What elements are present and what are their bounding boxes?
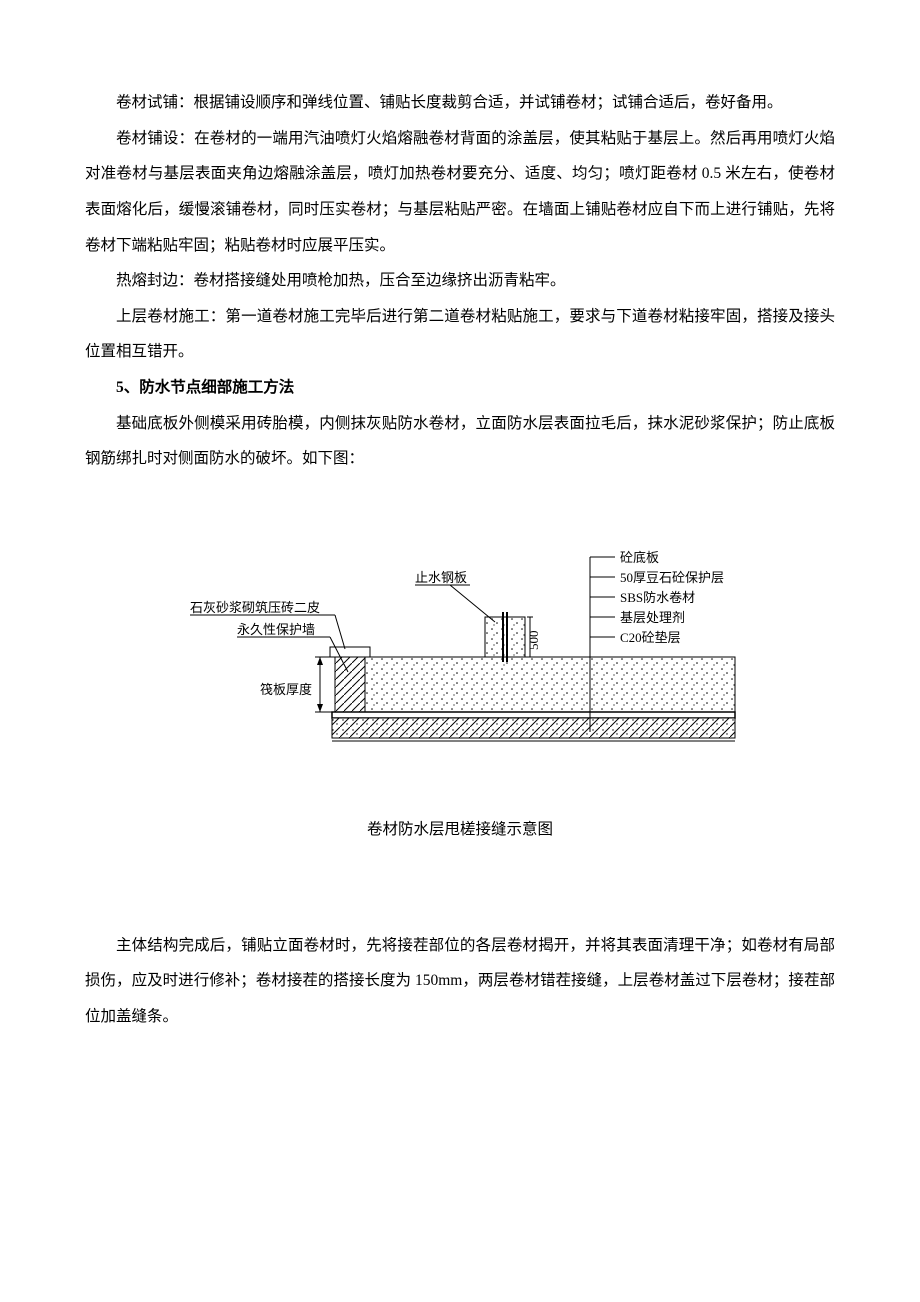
dimension-500-label: 500 xyxy=(526,631,541,651)
bedding-layer-shape xyxy=(332,718,735,738)
label-raft-thickness: 筏板厚度 xyxy=(260,682,312,697)
label-layer-5: C20砼垫层 xyxy=(620,630,681,645)
waterstop-plate-shape xyxy=(485,617,525,657)
label-permanent-wall: 永久性保护墙 xyxy=(237,622,315,637)
waterproof-joint-diagram: 500 止水钢板 石灰砂浆砌筑压砖二皮 永久性保护墙 筏板厚度 砼底板 50厚豆… xyxy=(160,527,760,787)
sbs-layer-shape xyxy=(332,712,735,718)
paragraph-main-structure: 主体结构完成后，铺贴立面卷材时，先将接茬部位的各层卷材揭开，并将其表面清理干净；… xyxy=(85,928,835,1035)
paragraph-hot-melt-sealing: 热熔封边：卷材搭接缝处用喷枪加热，压合至边缘挤出沥青粘牢。 xyxy=(85,263,835,299)
label-layer-4: 基层处理剂 xyxy=(620,610,685,625)
paragraph-base-plate: 基础底板外侧模采用砖胎模，内侧抹灰贴防水卷材，立面防水层表面拉毛后，抹水泥砂浆保… xyxy=(85,406,835,477)
label-layer-2: 50厚豆石砼保护层 xyxy=(620,570,724,585)
label-layer-3: SBS防水卷材 xyxy=(620,590,695,605)
concrete-base-shape xyxy=(365,657,735,712)
label-layer-1: 砼底板 xyxy=(620,550,659,565)
heading-section-5: 5、防水节点细部施工方法 xyxy=(85,370,835,406)
label-stop-water-plate: 止水钢板 xyxy=(415,570,467,585)
paragraph-upper-layer: 上层卷材施工：第一道卷材施工完毕后进行第二道卷材粘贴施工，要求与下道卷材粘接牢固… xyxy=(85,299,835,370)
label-lime-mortar: 石灰砂浆砌筑压砖二皮 xyxy=(190,600,320,615)
diagram-caption: 卷材防水层甩槎接缝示意图 xyxy=(85,812,835,848)
paragraph-material-trial: 卷材试铺：根据铺设顺序和弹线位置、铺贴长度裁剪合适，并试铺卷材；试铺合适后，卷好… xyxy=(85,85,835,121)
paragraph-material-laying: 卷材铺设：在卷材的一端用汽油喷灯火焰熔融卷材背面的涂盖层，使其粘贴于基层上。然后… xyxy=(85,121,835,264)
diagram-container: 500 止水钢板 石灰砂浆砌筑压砖二皮 永久性保护墙 筏板厚度 砼底板 50厚豆… xyxy=(85,527,835,787)
